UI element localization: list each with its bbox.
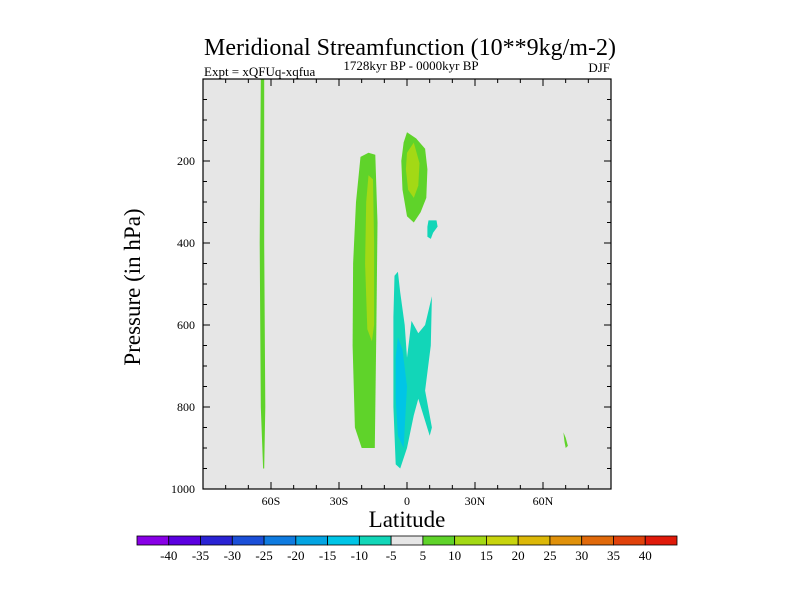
colorbar-label: -35: [192, 548, 209, 563]
contour-equatorial-negative-cell-core: [395, 337, 407, 448]
colorbar-box: [200, 535, 233, 546]
colorbar-box: [136, 535, 170, 546]
x-tick-label: 60N: [533, 494, 554, 508]
colorbar-box: [581, 535, 614, 546]
colorbar-label: -25: [255, 548, 272, 563]
colorbar-label: 20: [512, 548, 525, 563]
colorbar-label: 30: [575, 548, 588, 563]
time-range-label: 1728kyr BP - 0000kyr BP: [343, 58, 478, 73]
colorbar-box: [486, 535, 519, 546]
colorbar-label: 40: [639, 548, 652, 563]
colorbar: -40 -35 -30 -25 -20 -15 -10 -5 5 10 15 20 25 30 35 40: [136, 535, 678, 563]
colorbar-box: [549, 535, 583, 546]
x-tick-label: 60S: [262, 494, 281, 508]
experiment-label: Expt = xQFUq-xqfua: [204, 64, 316, 79]
colorbar-box: [454, 535, 487, 546]
contour-small-negative-cell-10N: [427, 220, 438, 239]
colorbar-label: -5: [386, 548, 397, 563]
colorbar-label: -15: [319, 548, 336, 563]
colorbar-box: [295, 535, 328, 546]
y-tick-label: 600: [177, 318, 195, 332]
colorbar-label: -20: [287, 548, 304, 563]
colorbar-box: [263, 535, 297, 546]
colorbar-box: [517, 535, 551, 546]
colorbar-label: 35: [607, 548, 620, 563]
colorbar-label: 15: [480, 548, 493, 563]
colorbar-label: 25: [543, 548, 556, 563]
colorbar-box: [644, 535, 678, 546]
x-tick-label: 30S: [330, 494, 349, 508]
x-axis-label: Latitude: [369, 507, 446, 532]
colorbar-label: 10: [448, 548, 461, 563]
y-tick-label: 400: [177, 236, 195, 250]
y-axis-label: Pressure (in hPa): [120, 208, 145, 365]
x-tick-label: 30N: [465, 494, 486, 508]
colorbar-label: -10: [351, 548, 368, 563]
colorbar-box: [358, 535, 392, 546]
colorbar-box: [327, 535, 360, 546]
chart-title: Meridional Streamfunction (10**9kg/m-2): [204, 35, 616, 61]
colorbar-box: [231, 535, 265, 546]
contour-southern-cell-60S: [259, 79, 266, 469]
colorbar-box: [168, 535, 201, 546]
colorbar-box: [422, 535, 456, 546]
colorbar-box: [613, 535, 646, 546]
colorbar-label: -30: [224, 548, 241, 563]
y-tick-label: 200: [177, 154, 195, 168]
plot-area: 200 400 600 800 1000 60S 30S 0 30N 60N: [171, 78, 612, 508]
season-label: DJF: [588, 60, 610, 75]
contour-southern-cell-subtropics-core: [365, 175, 375, 342]
y-tick-label: 1000: [171, 482, 195, 496]
contour-upper-equatorial-cell-core: [405, 142, 420, 198]
colorbar-box: [390, 535, 424, 546]
colorbar-label: -40: [160, 548, 177, 563]
colorbar-label: 5: [420, 548, 427, 563]
y-tick-label: 800: [177, 400, 195, 414]
contour-small-positive-cell-70N: [563, 432, 568, 448]
x-tick-label: 0: [404, 494, 410, 508]
